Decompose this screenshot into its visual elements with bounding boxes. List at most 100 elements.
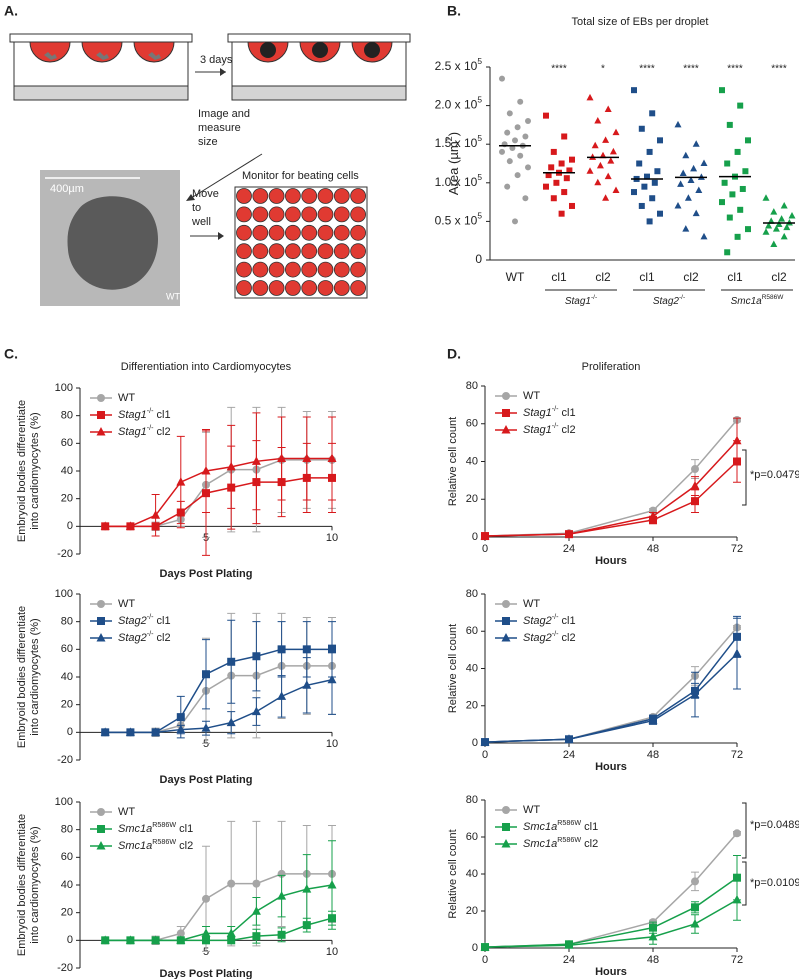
legend-label: Stag2-/- cl2 [523,630,576,644]
y-tick-label: 0 [472,531,478,543]
legend-marker [97,600,105,608]
y-tick-label: 0.5 x 105 [435,211,483,228]
marker [780,201,788,209]
marker [151,510,161,519]
text-part: cl1 [176,823,193,835]
marker [302,645,311,654]
legend-label: WT [523,804,540,816]
legend-label: Stag1-/- cl1 [118,407,171,421]
text-part: Stag1 [523,407,552,419]
step-label: to [192,202,201,214]
well [317,188,334,204]
marker [591,141,599,149]
marker [594,117,602,124]
legend-marker [501,425,511,434]
annotation: *p=0.0109 [750,877,799,889]
x-tick-label: 24 [563,749,575,761]
marker [762,194,770,201]
text-part: 2 [444,136,454,141]
marker [762,228,770,235]
marker [733,873,741,882]
marker [721,179,728,186]
y-tick-label: 60 [61,851,73,863]
step-label: well [191,216,211,228]
y-tick-label: 100 [55,588,73,600]
step-label: Move [192,188,219,200]
x-tick-label: cl2 [595,270,611,284]
marker [691,497,699,506]
step-label: Image and [198,108,250,120]
panel-label: D. [447,346,461,362]
text-part: Stag1 [523,424,552,436]
y-tick-label: 40 [466,662,478,674]
significance: **** [639,64,655,75]
marker [100,727,110,736]
marker [151,727,161,736]
plate-title: Monitor for beating cells [242,170,359,182]
marker [739,185,746,192]
marker [563,175,570,182]
marker [277,645,286,654]
y-tick-label: 80 [466,380,478,392]
well [301,261,318,278]
y-axis-title: Area (µm2) [444,132,461,195]
series-line [484,899,738,948]
marker [631,189,637,196]
marker [561,189,568,196]
dish-base [231,85,407,101]
marker [638,202,645,209]
text-part: cl1 [559,615,576,627]
text-part: R586W [557,819,581,827]
marker [480,531,490,540]
marker [687,176,695,183]
well [350,261,367,278]
marker [729,191,736,198]
text-part: R586W [762,294,785,301]
dish-lid [9,33,193,43]
marker [612,186,620,194]
marker [646,148,653,155]
well [252,261,269,278]
marker [745,137,751,144]
panel-label: C. [4,346,18,362]
y-tick-label: 100 [55,796,73,808]
marker [525,164,531,171]
well [317,261,334,278]
marker [202,670,210,679]
marker [644,173,650,180]
x-tick-label: cl1 [551,270,567,284]
marker [506,158,513,165]
text-part: Stag2 [523,632,552,644]
marker [695,186,703,194]
significance: **** [683,64,699,75]
well [284,280,301,296]
marker [522,195,529,202]
marker [252,879,261,888]
x-tick-label: 72 [731,749,743,761]
marker [724,160,731,167]
well [268,280,285,296]
text-part: 5 [477,133,482,143]
well [317,280,334,296]
text-part: -/- [552,422,559,430]
marker [543,112,549,119]
marker [125,935,135,944]
x-axis-title: Days Post Plating [160,968,253,979]
marker [226,928,236,937]
well [317,243,334,260]
marker [719,199,725,206]
text-part: Stag2 [653,296,680,307]
marker [679,169,687,177]
arrow [187,153,263,201]
marker [226,461,236,471]
well [236,261,252,278]
well-plate [234,186,368,299]
legend-label: WT [523,598,540,610]
well [350,206,367,223]
legend-label: WT [118,392,135,404]
x-tick-label: 48 [647,954,659,966]
text-part: Stag2 [118,615,147,627]
legend-label: Stag1-/- cl2 [523,422,576,436]
marker [726,214,733,221]
marker [594,178,602,186]
